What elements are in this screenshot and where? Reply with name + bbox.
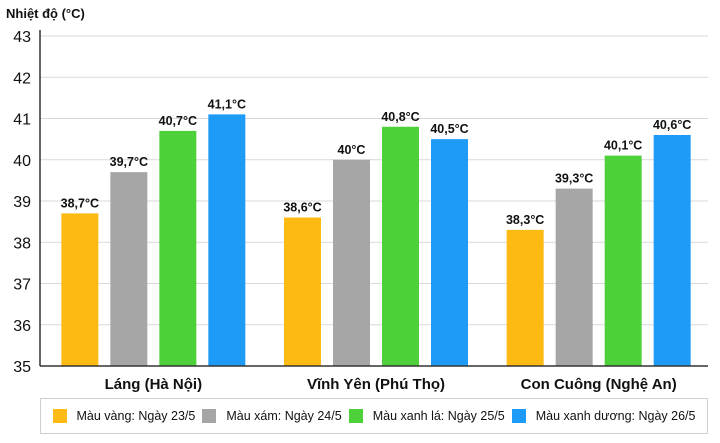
legend-swatch xyxy=(202,409,217,423)
bar xyxy=(604,155,642,366)
legend-swatch xyxy=(52,409,67,423)
data-label: 40,7°C xyxy=(159,114,197,128)
y-tick-label: 40 xyxy=(13,153,31,170)
bar xyxy=(431,139,468,366)
y-tick-label: 38 xyxy=(13,235,31,252)
legend-label: Màu vàng: Ngày 23/5 xyxy=(76,409,196,423)
data-label: 40,1°C xyxy=(604,139,642,153)
y-tick-label: 41 xyxy=(13,112,31,129)
legend-item-24-5: Màu xám: Ngày 24/5 xyxy=(202,409,342,423)
y-axis-title: Nhiệt độ (°C) xyxy=(6,6,85,21)
bar xyxy=(208,114,246,366)
y-tick-label: 37 xyxy=(13,277,31,294)
bar xyxy=(653,135,691,366)
data-label: 40,8°C xyxy=(381,110,419,124)
bar-chart: 35 36 37 38 39 40 41 42 43 38,7°C 39,7°C 40,7°C 41,1… xyxy=(13,29,708,393)
data-label: 39,3°C xyxy=(555,172,593,186)
bar xyxy=(61,213,99,366)
legend-item-23-5: Màu vàng: Ngày 23/5 xyxy=(52,409,196,423)
y-tick-label: 42 xyxy=(13,70,31,87)
x-category-label: Con Cuông (Nghệ An) xyxy=(521,376,677,393)
chart-legend: Màu vàng: Ngày 23/5 Màu xám: Ngày 24/5 M… xyxy=(40,398,708,434)
x-category-label: Láng (Hà Nội) xyxy=(105,376,203,393)
bar xyxy=(333,159,370,366)
bar xyxy=(110,172,148,366)
bar xyxy=(159,130,197,366)
data-label: 38,6°C xyxy=(283,201,321,215)
data-label: 40,5°C xyxy=(430,122,468,136)
y-tick-label: 36 xyxy=(13,318,31,335)
legend-label: Màu xanh dương: Ngày 26/5 xyxy=(535,409,696,423)
y-tick-label: 35 xyxy=(13,359,31,376)
bar xyxy=(506,229,544,366)
legend-item-25-5: Màu xanh lá: Ngày 25/5 xyxy=(348,409,505,423)
data-label: 40,6°C xyxy=(653,118,691,132)
data-label: 40°C xyxy=(338,143,366,157)
data-label: 38,3°C xyxy=(506,213,544,227)
y-tick-label: 39 xyxy=(13,194,31,211)
data-label: 38,7°C xyxy=(61,196,99,210)
legend-swatch xyxy=(348,409,363,423)
legend-swatch xyxy=(511,409,526,423)
legend-label: Màu xanh lá: Ngày 25/5 xyxy=(372,409,505,423)
legend-item-26-5: Màu xanh dương: Ngày 26/5 xyxy=(511,409,696,423)
data-label: 39,7°C xyxy=(110,155,148,169)
bar xyxy=(382,126,419,366)
bar xyxy=(555,188,593,366)
y-tick-label: 43 xyxy=(13,29,31,46)
legend-label: Màu xám: Ngày 24/5 xyxy=(226,409,342,423)
data-label: 41,1°C xyxy=(208,97,246,111)
bar xyxy=(284,217,321,366)
x-category-label: Vĩnh Yên (Phú Thọ) xyxy=(307,376,445,393)
